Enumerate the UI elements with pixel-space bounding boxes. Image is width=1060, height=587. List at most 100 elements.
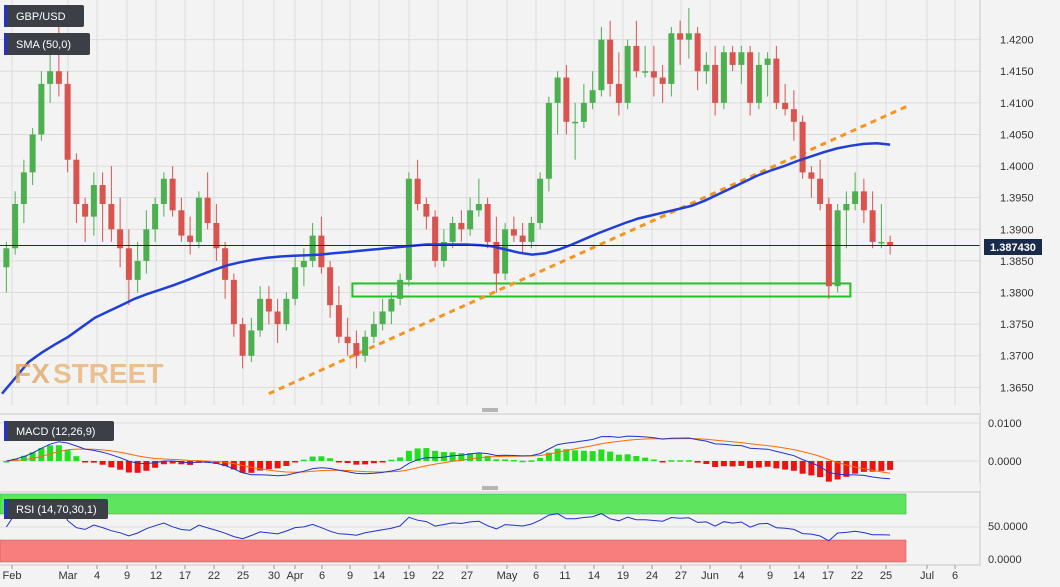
macd-label: MACD (12,26,9) [16,426,95,438]
candle-bear [869,210,876,242]
macd-histogram-bar [720,461,727,467]
date-tick: 9 [767,570,773,582]
candle-bear [204,197,211,223]
candle-bear [73,159,80,204]
macd-histogram-bar [353,461,360,465]
macd-histogram-bar [440,452,447,461]
date-tick: 17 [822,570,834,582]
macd-tick-top: 0.0100 [988,418,1022,430]
candle-bear [633,45,640,72]
macd-histogram-bar [755,461,762,468]
pane-resize-handle-1[interactable] [482,408,498,412]
candle-bear [773,58,780,103]
price-tick: 1.4150 [1000,66,1034,78]
macd-histogram-bar [117,461,124,470]
macd-histogram-bar [642,457,649,461]
date-tick: Jun [701,570,719,582]
macd-histogram-bar [300,459,307,462]
rsi-line [5,498,891,542]
candle-bull [405,178,412,280]
price-tick: 1.3950 [1000,193,1034,205]
rsi-badge[interactable]: RSI (14,70,30,1) [4,499,108,519]
macd-histogram-bar [370,461,377,464]
pane-resize-handle-2[interactable] [482,486,498,490]
macd-histogram-bar [484,455,491,461]
macd-histogram-bar [257,461,264,471]
candle-bull [449,222,456,242]
macd-histogram-bar [309,456,316,461]
macd-histogram-bar [545,452,552,461]
date-tick: 9 [124,570,130,582]
candle-bear [817,178,824,204]
macd-histogram-bar [73,456,80,461]
candle-bear [187,235,194,242]
macd-histogram-bar [64,450,71,461]
candle-bear [178,210,185,236]
macd-histogram-bar [782,461,789,470]
candle-bull [755,64,762,103]
current-price-label: 1.387430 [990,242,1036,254]
macd-histogram-bar [283,461,290,466]
date-tick: May [497,570,518,582]
macd-histogram-bar [152,461,159,468]
macd-histogram-bar [790,461,797,471]
macd-histogram-bar [397,457,404,461]
macd-histogram-bar [178,461,185,465]
watermark-fx: FX [14,358,50,389]
date-tick: 30 [268,570,280,582]
macd-histogram-bar [467,453,474,461]
macd-histogram-bar [134,461,141,473]
candle-bull [545,102,552,179]
macd-histogram-bar [493,459,500,461]
date-tick: 4 [94,570,100,582]
date-tick: 17 [179,570,191,582]
date-tick: 14 [793,570,805,582]
candle-bull [764,58,771,65]
candle-bull [20,172,27,204]
date-tick: 6 [319,570,325,582]
macd-histogram-bar [160,461,167,465]
candle-bull [554,77,561,103]
date-tick: 22 [208,570,220,582]
macd-histogram-bar [764,461,771,467]
rsi-overbought-zone [0,493,907,515]
candle-bear [423,204,430,217]
watermark-street: STREET [53,358,163,389]
current-price-tag: 1.387430 [984,239,1042,255]
macd-histogram-bar [808,461,815,476]
pane-divider-1[interactable] [0,405,980,415]
candle-bear [64,83,71,160]
candle-bull [29,134,36,173]
candle-bear [563,77,570,122]
macd-histogram-bar [747,461,754,469]
candle-bull [362,336,369,356]
candle-bull [843,204,850,211]
macd-histogram-bar [519,460,526,463]
macd-histogram-bar [12,458,19,461]
candle-bear [213,222,220,249]
macd-histogram-bar [344,461,351,464]
date-tick: 19 [403,570,415,582]
macd-histogram-bar [607,451,614,461]
macd-histogram-bar [169,461,176,464]
macd-histogram-bar [108,461,115,468]
macd-histogram-bar [860,461,867,472]
sma-badge[interactable]: SMA (50,0) [4,33,90,55]
candle-bull [852,191,859,204]
macd-histogram-bar [712,461,719,467]
candle-bull [47,71,54,84]
candle-bull [440,241,447,261]
symbol-badge[interactable]: GBP/USD [4,5,84,27]
date-tick: 4 [738,570,744,582]
candle-bull [379,311,386,325]
macd-badge[interactable]: MACD (12,26,9) [4,421,114,441]
date-tick: 25 [880,570,892,582]
candle-bull [685,33,692,40]
macd-histogram-bar [318,456,325,461]
date-tick: 14 [588,570,600,582]
macd-histogram-bar [222,461,229,467]
price-tick: 1.3850 [1000,256,1034,268]
macd-histogram-bar [703,461,710,465]
